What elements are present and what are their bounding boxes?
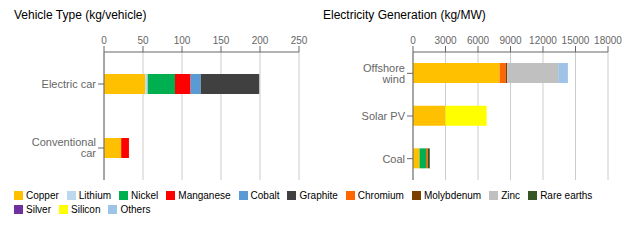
- svg-text:Offshorewind: Offshorewind: [363, 62, 405, 85]
- svg-text:Coal: Coal: [382, 153, 405, 165]
- html-text:Manganese: Manganese: [178, 190, 231, 201]
- html-text:Others: Others: [120, 204, 151, 215]
- svg-text:Conventionalcar: Conventionalcar: [32, 136, 97, 159]
- html-text:Electricity Generation (kg/MW): Electricity Generation (kg/MW): [323, 8, 486, 22]
- svg-text:100: 100: [174, 35, 191, 46]
- html-text:Vehicle Type (kg/vehicle): Vehicle Type (kg/vehicle): [14, 8, 147, 22]
- svg-text:0: 0: [410, 35, 416, 46]
- svg-text:15000: 15000: [562, 35, 590, 46]
- html-text:Lithium: Lithium: [78, 190, 112, 201]
- html-text:Nickel: Nickel: [131, 190, 159, 201]
- svg-text:50: 50: [137, 35, 149, 46]
- html-text:Cobalt: Cobalt: [250, 190, 280, 201]
- svg-text:Solar PV: Solar PV: [362, 110, 406, 122]
- svg-text:150: 150: [213, 35, 230, 46]
- html-text:Silver: Silver: [26, 204, 51, 215]
- svg-text:250: 250: [291, 35, 308, 46]
- svg-text:6000: 6000: [467, 35, 490, 46]
- svg-text:Electric car: Electric car: [42, 78, 97, 90]
- html-text:Rare earths: Rare earths: [540, 190, 593, 201]
- html-text:Silicon: Silicon: [71, 204, 101, 215]
- svg-text:3000: 3000: [434, 35, 457, 46]
- html-text:Molybdenum: Molybdenum: [424, 190, 482, 201]
- svg-text:0: 0: [101, 35, 107, 46]
- html-text:Chromium: Chromium: [357, 190, 404, 201]
- html-text:Graphite: Graphite: [299, 190, 338, 201]
- html-text:Zinc: Zinc: [501, 190, 521, 201]
- svg-text:12000: 12000: [529, 35, 557, 46]
- svg-text:18000: 18000: [594, 35, 622, 46]
- html-text:Copper: Copper: [26, 190, 59, 201]
- svg-text:200: 200: [252, 35, 269, 46]
- svg-text:9000: 9000: [499, 35, 522, 46]
